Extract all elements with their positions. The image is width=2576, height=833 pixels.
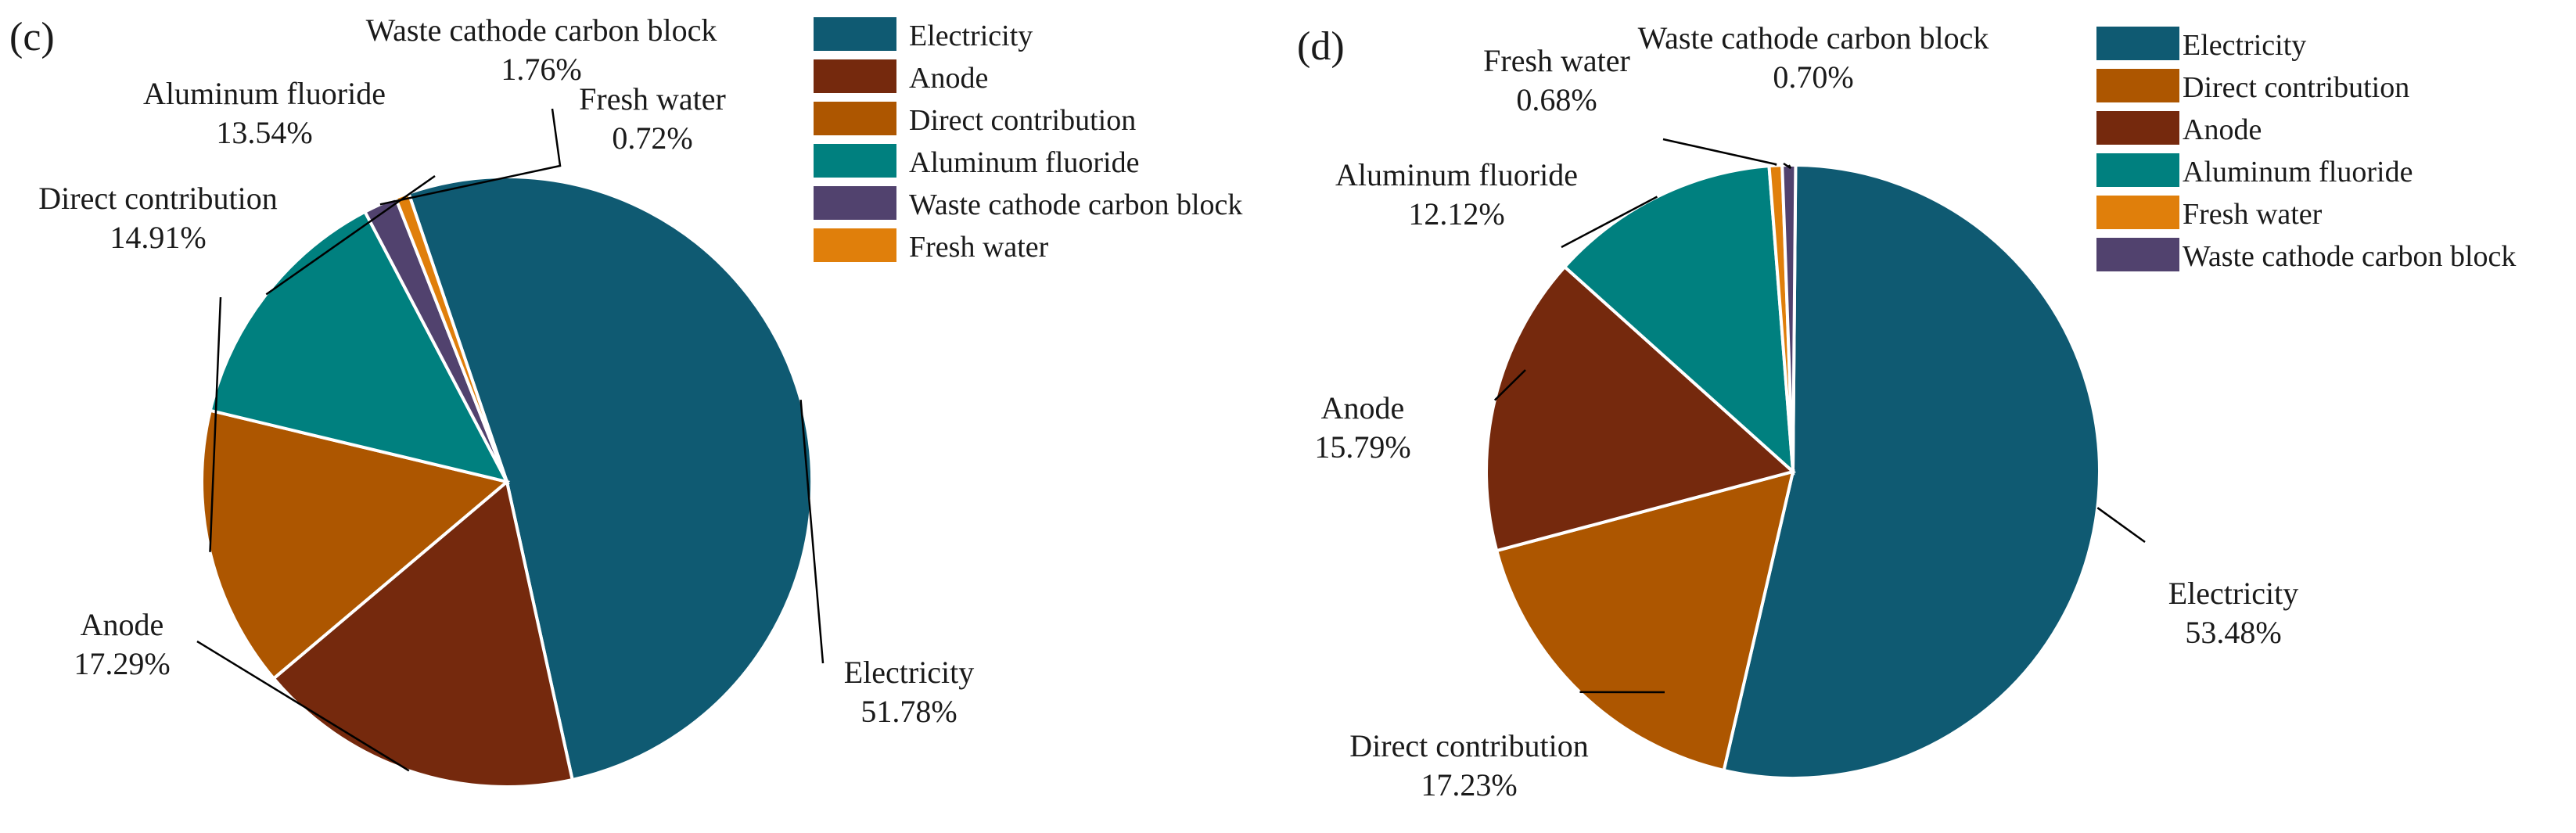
legend-swatch	[814, 102, 896, 135]
panel-tag-d: (d)	[1297, 24, 1345, 69]
slice-label-value-waste: 1.76%	[501, 52, 581, 87]
legend-swatch	[2096, 196, 2179, 229]
legend-label: Fresh water	[909, 231, 1049, 264]
leader-line-anode	[196, 640, 410, 772]
legend-swatch	[814, 59, 896, 93]
legend-c: Electricity Anode Direct contribution Alumi…	[814, 17, 1242, 264]
legend-label: Waste cathode carbon block	[909, 189, 1242, 221]
legend-swatch	[2096, 69, 2179, 102]
slice-label-value-electricity: 53.48%	[2185, 615, 2281, 650]
slice-label-name-electricity: Electricity	[2168, 576, 2299, 611]
legend-label: Anode	[909, 62, 988, 95]
slice-labels-d: Electricity 53.48% Direct contribution 17.2…	[1314, 20, 2298, 802]
leader-line-direct	[209, 296, 222, 552]
legend-d: Electricity Direct contribution Anode Alumi…	[2096, 27, 2516, 273]
legend-label: Aluminum fluoride	[2183, 156, 2413, 189]
slice-label-name-fresh: Fresh water	[579, 81, 726, 117]
legend-label: Electricity	[2183, 29, 2306, 62]
leader-lines-d	[1493, 138, 2146, 694]
legend-label: Fresh water	[2183, 198, 2323, 231]
pie-slice-fresh	[393, 191, 508, 483]
leader-line-waste	[379, 108, 562, 206]
legend-swatch	[814, 144, 896, 178]
pie-slice-anode	[1485, 264, 1797, 553]
slice-label-name-direct: Direct contribution	[1349, 728, 1588, 763]
leader-line-alf	[265, 174, 436, 296]
slice-label-name-alf: Aluminum fluoride	[143, 76, 386, 111]
leader-line-electricity	[2096, 507, 2146, 544]
slice-label-value-alf: 12.12%	[1408, 196, 1504, 232]
slice-labels-c: Electricity 51.78% Anode 17.29% Direct contr…	[38, 13, 974, 729]
slice-label-name-anode: Anode	[81, 607, 164, 642]
legend-label: Waste cathode carbon block	[2183, 240, 2516, 273]
legend-label: Aluminum fluoride	[909, 146, 1139, 179]
slices-d	[1485, 163, 2101, 780]
leader-line-fresh	[1662, 138, 1777, 166]
pie-slice-electricity	[1722, 163, 2101, 780]
legend-label: Direct contribution	[909, 104, 1136, 137]
leader-lines-c	[196, 108, 825, 772]
legend-swatch	[2096, 27, 2179, 60]
leader-line-alf	[1561, 196, 1658, 249]
pie-slice-direct	[1494, 469, 1795, 773]
slice-label-value-anode: 17.29%	[74, 646, 170, 681]
legend-swatch	[814, 186, 896, 220]
legend-label: Electricity	[909, 20, 1033, 52]
slice-label-name-alf: Aluminum fluoride	[1335, 157, 1578, 192]
legend-label: Anode	[2183, 113, 2262, 146]
slice-label-value-direct: 17.23%	[1421, 767, 1517, 802]
leader-line-electricity	[799, 399, 825, 664]
slice-label-name-fresh: Fresh water	[1483, 43, 1630, 78]
slice-label-name-electricity: Electricity	[844, 655, 975, 690]
legend-swatch	[2096, 111, 2179, 145]
slice-label-value-waste: 0.70%	[1773, 59, 1853, 95]
slice-label-name-waste: Waste cathode carbon block	[366, 13, 717, 48]
slices-c	[200, 174, 814, 788]
leader-line-waste	[1783, 162, 1792, 170]
slice-label-value-fresh: 0.72%	[612, 120, 692, 156]
pie-chart-c: (c) Electricity 51.78% Anode 17.29% Direct c…	[9, 13, 1242, 788]
pie-chart-d: (d) Electricity 53.48% Direct contribution…	[1297, 20, 2516, 802]
slice-label-value-electricity: 51.78%	[860, 694, 957, 729]
slice-label-name-anode: Anode	[1321, 390, 1405, 425]
slice-label-value-fresh: 0.68%	[1516, 82, 1597, 117]
legend-swatch	[2096, 238, 2179, 271]
slice-label-value-direct: 14.91%	[110, 220, 206, 255]
legend-label: Direct contribution	[2183, 71, 2409, 104]
slice-label-name-waste: Waste cathode carbon block	[1638, 20, 1989, 56]
slice-label-name-direct: Direct contribution	[38, 181, 277, 216]
leader-line-anode	[1493, 369, 1526, 401]
legend-swatch	[2096, 153, 2179, 187]
legend-swatch	[814, 228, 896, 262]
legend-swatch	[814, 17, 896, 51]
panel-tag-c: (c)	[9, 15, 55, 59]
slice-label-value-alf: 13.54%	[216, 115, 312, 150]
slice-label-value-anode: 15.79%	[1314, 429, 1410, 465]
